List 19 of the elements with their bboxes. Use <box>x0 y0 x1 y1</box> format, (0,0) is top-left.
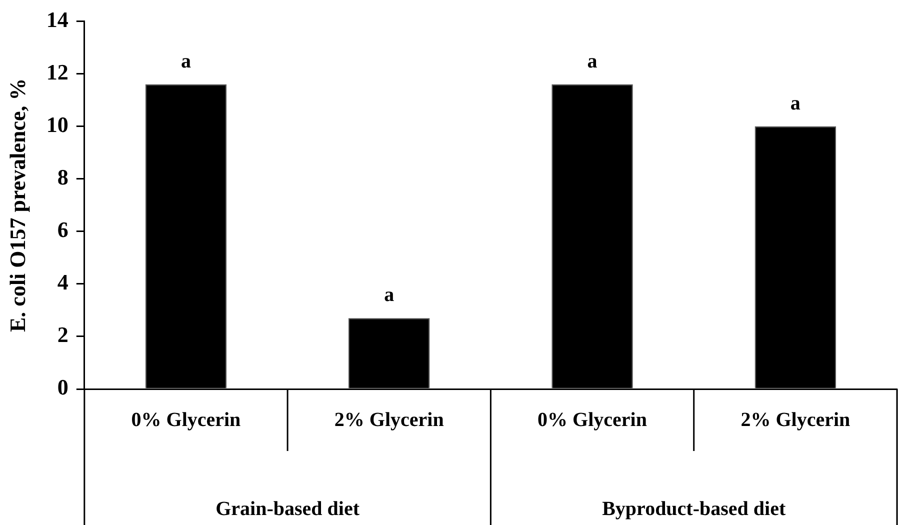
y-axis-title: E. coli O157 prevalence, % <box>4 78 30 332</box>
text: Byproduct-based diet <box>602 498 786 520</box>
data-label: a <box>587 50 598 72</box>
text: Grain-based diet <box>216 498 360 520</box>
data-label: a <box>384 284 394 306</box>
data-label: a <box>180 50 191 72</box>
y-tick-label: 0 <box>57 374 68 400</box>
x-tick-label: 2% Glycerin <box>740 409 850 432</box>
x-tick-label: 0% Glycerin <box>538 409 647 432</box>
y-tick-label: 12 <box>46 59 68 84</box>
data-label: a <box>790 92 800 114</box>
x-tick-label: 2% Glycerin <box>334 409 444 432</box>
y-tick-label: 2 <box>57 322 68 348</box>
y-tick-label: 8 <box>57 164 68 190</box>
y-tick-label: 14 <box>46 6 68 32</box>
y-tick-label: 4 <box>57 270 68 295</box>
y-tick-label: 6 <box>57 217 68 242</box>
y-tick-label: 10 <box>46 112 68 137</box>
x-tick-label: 0% Glycerin <box>131 409 241 432</box>
